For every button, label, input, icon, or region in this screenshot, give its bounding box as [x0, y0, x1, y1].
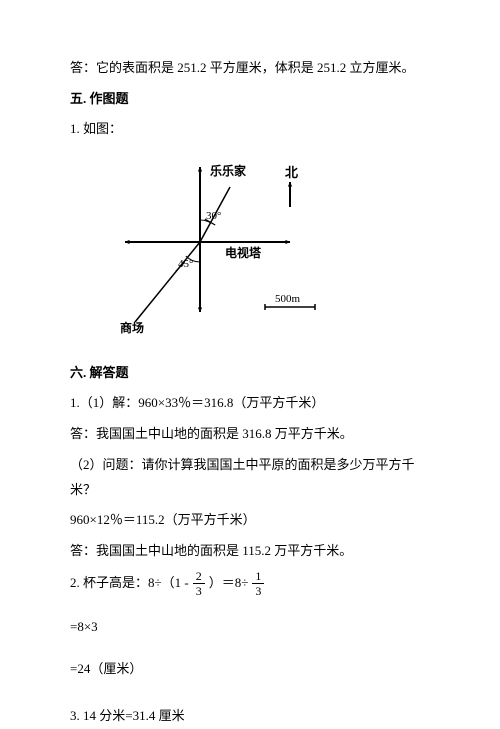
q1-line5: 答：我国国土中山地的面积是 115.2 万平方千米。 — [70, 539, 430, 564]
diagram-figure: 30° 45° 乐乐家 北电视塔商场 500m — [110, 157, 430, 346]
q1-line2: 答：我国国土中山地的面积是 316.8 万平方千米。 — [70, 422, 430, 447]
frac1-den: 3 — [193, 584, 205, 597]
section-5-title: 五. 作图题 — [70, 87, 430, 112]
section-5-q1: 1. 如图： — [70, 117, 430, 142]
svg-text:乐乐家: 乐乐家 — [210, 163, 247, 178]
q2-mid: ）＝8÷ — [209, 571, 249, 596]
q1-line1: 1.（1）解：960×33％＝316.8（万平方千米） — [70, 391, 430, 416]
svg-text:商场: 商场 — [120, 320, 144, 335]
q2-pre: 2. 杯子高是：8÷（1 - — [70, 571, 189, 596]
svg-text:北: 北 — [285, 165, 298, 180]
frac1-num: 2 — [193, 570, 205, 584]
svg-text:电视塔: 电视塔 — [225, 245, 262, 260]
frac2-num: 1 — [252, 570, 264, 584]
q2-line2: =8×3 — [70, 615, 430, 640]
fraction-2-3: 2 3 — [193, 570, 205, 597]
direction-diagram-svg: 30° 45° 乐乐家 北电视塔商场 500m — [110, 157, 330, 337]
section-6-title: 六. 解答题 — [70, 361, 430, 386]
fraction-1-3: 1 3 — [252, 570, 264, 597]
frac2-den: 3 — [252, 584, 264, 597]
svg-text:30°: 30° — [206, 210, 221, 222]
svg-text:500m: 500m — [275, 293, 301, 305]
q1-line3: （2）问题：请你计算我国国土中平原的面积是多少万平方千米？ — [70, 453, 430, 502]
q2-line1: 2. 杯子高是：8÷（1 - 2 3 ）＝8÷ 1 3 — [70, 570, 430, 597]
q2-line3: =24（厘米） — [70, 657, 430, 682]
answer-prev: 答：它的表面积是 251.2 平方厘米，体积是 251.2 立方厘米。 — [70, 56, 430, 81]
q1-line4: 960×12％＝115.2（万平方千米） — [70, 508, 430, 533]
svg-text:45°: 45° — [178, 258, 193, 270]
